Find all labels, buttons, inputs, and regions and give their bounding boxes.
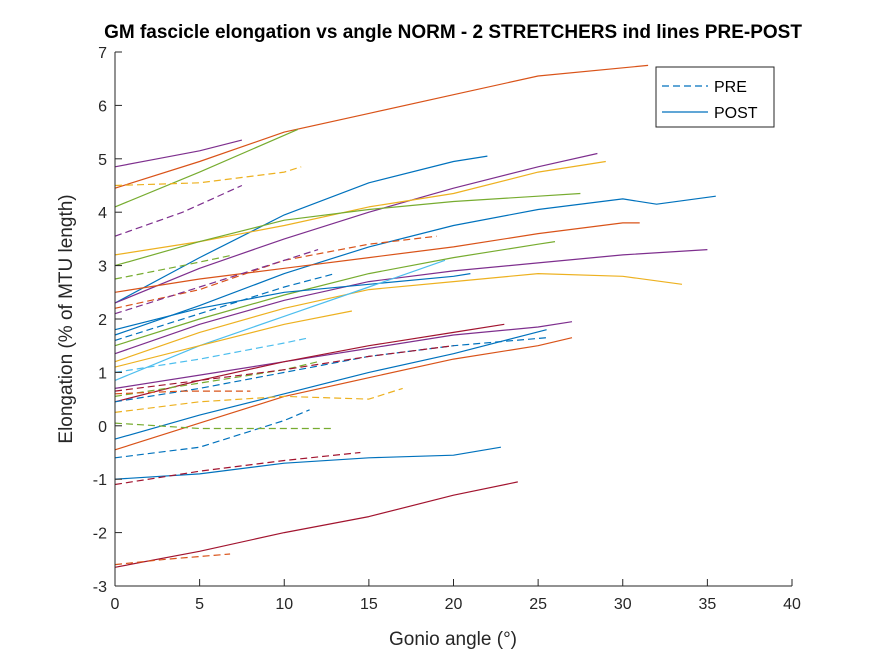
x-tick-label-3: 15 bbox=[360, 596, 378, 613]
legend-box bbox=[655, 66, 775, 128]
series-layer bbox=[114, 64, 716, 568]
pre-series-line-31 bbox=[114, 387, 403, 413]
x-tick-label-2: 10 bbox=[275, 596, 293, 613]
pre-series-line-35 bbox=[114, 451, 361, 486]
pre-series-line-24 bbox=[114, 254, 234, 280]
post-series-line-12 bbox=[114, 273, 683, 363]
post-series-line-2 bbox=[114, 128, 299, 208]
pre-series-line-22 bbox=[114, 184, 243, 237]
legend-pre-label: PRE bbox=[714, 79, 747, 96]
plot-area: 0 5 10 15 20 25 30 35 40 -3 -2 -1 0 1 2 3 4 5 6 7 bbox=[93, 45, 801, 613]
pre-series-line-33 bbox=[114, 409, 310, 459]
y-axis-label: Elongation (% of MTU length) bbox=[56, 194, 77, 443]
pre-series-line-21 bbox=[114, 166, 302, 187]
post-series-line-4 bbox=[114, 152, 598, 304]
pre-series-line-26 bbox=[114, 273, 336, 341]
post-series-line-15 bbox=[114, 321, 573, 389]
legend-post-label: POST bbox=[714, 105, 758, 122]
x-tick-label-1: 5 bbox=[195, 596, 204, 613]
post-series-line-17 bbox=[114, 329, 547, 440]
x-tick-label-5: 25 bbox=[529, 596, 547, 613]
x-tick-label-4: 20 bbox=[445, 596, 463, 613]
pre-series-line-34 bbox=[114, 422, 332, 430]
pre-series-line-36 bbox=[114, 553, 231, 566]
post-series-line-13 bbox=[114, 259, 446, 381]
post-series-line-8 bbox=[114, 222, 640, 293]
x-tick-label-6: 30 bbox=[614, 596, 632, 613]
y-tick-label-5: 2 bbox=[98, 312, 107, 329]
post-series-line-16 bbox=[114, 323, 505, 403]
pre-series-line-30 bbox=[114, 345, 454, 392]
chart-title: GM fascicle elongation vs angle NORM - 2… bbox=[104, 22, 802, 43]
pre-series-line-32 bbox=[114, 390, 251, 395]
y-tick-label-1: -2 bbox=[93, 526, 107, 543]
post-series-line-7 bbox=[114, 195, 716, 336]
post-series-line-18 bbox=[114, 337, 573, 451]
plot-background bbox=[115, 52, 792, 586]
pre-series-line-25 bbox=[114, 249, 319, 315]
y-tick-label-3: 0 bbox=[98, 419, 107, 436]
pre-series-line-28 bbox=[114, 361, 319, 397]
x-tick-label-7: 35 bbox=[698, 596, 716, 613]
x-tick-label-0: 0 bbox=[111, 596, 120, 613]
post-series-line-14 bbox=[114, 310, 353, 368]
x-axis-label: Gonio angle (°) bbox=[389, 629, 517, 650]
y-tick-label-6: 3 bbox=[98, 259, 107, 276]
y-tick-label-4: 1 bbox=[98, 365, 107, 382]
post-series-line-19 bbox=[114, 446, 501, 480]
y-axis-ticks: -3 -2 -1 0 1 2 3 4 5 6 7 bbox=[93, 45, 122, 596]
post-series-line-11 bbox=[114, 273, 471, 331]
post-series-line-9 bbox=[114, 241, 556, 347]
y-tick-label-2: -1 bbox=[93, 472, 107, 489]
y-tick-label-9: 6 bbox=[98, 98, 107, 115]
post-series-line-10 bbox=[114, 249, 708, 355]
post-series-line-1 bbox=[114, 139, 243, 168]
post-series-line-6 bbox=[114, 192, 581, 267]
x-axis-ticks: 0 5 10 15 20 25 30 35 40 bbox=[111, 579, 801, 613]
y-tick-label-7: 4 bbox=[98, 205, 107, 222]
legend: PRE POST bbox=[655, 66, 775, 128]
y-tick-label-8: 5 bbox=[98, 152, 107, 169]
y-tick-label-0: -3 bbox=[93, 579, 107, 596]
post-series-line-20 bbox=[114, 481, 518, 568]
y-tick-label-10: 7 bbox=[98, 45, 107, 62]
x-tick-label-8: 40 bbox=[783, 596, 801, 613]
post-series-line-0 bbox=[114, 64, 649, 189]
